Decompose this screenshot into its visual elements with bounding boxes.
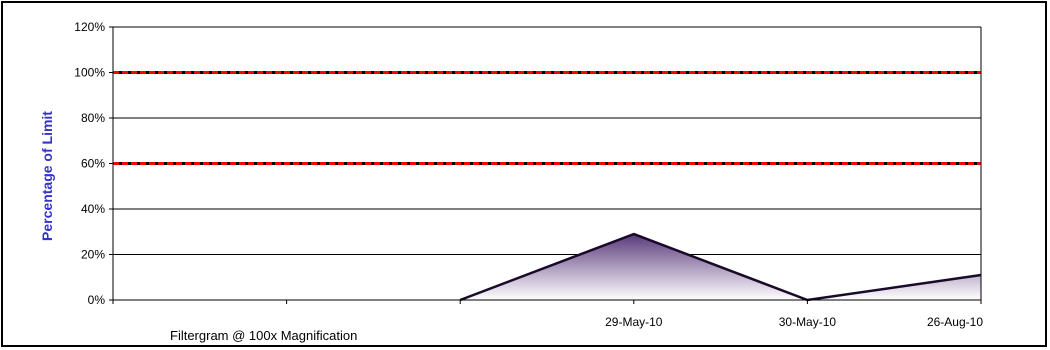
- x-tick-label: 29-May-10: [605, 315, 663, 329]
- area-series: [459, 232, 982, 302]
- y-axis-label: Percentage of Limit: [39, 111, 55, 241]
- data-point: [633, 233, 635, 235]
- y-tick-labels: 0% 20% 40% 60% 80% 100% 120%: [74, 20, 113, 307]
- x-tick-labels: 29-May-10 30-May-10 26-Aug-10: [112, 300, 983, 329]
- y-tick-label: 40%: [81, 202, 105, 216]
- y-tick-label: 80%: [81, 111, 105, 125]
- y-tick-label: 60%: [81, 157, 105, 171]
- y-tick-label: 100%: [74, 66, 105, 80]
- y-tick-label: 20%: [81, 248, 105, 262]
- x-tick-label: 26-Aug-10: [927, 315, 983, 329]
- gridlines: [113, 26, 981, 255]
- area-series-line: [459, 232, 982, 302]
- reference-lines: [113, 71, 981, 165]
- y-tick-label: 120%: [74, 20, 105, 34]
- chart-annotation: Filtergram @ 100x Magnification: [170, 328, 357, 343]
- y-tick-label: 0%: [88, 293, 106, 307]
- x-tick-label: 30-May-10: [779, 315, 837, 329]
